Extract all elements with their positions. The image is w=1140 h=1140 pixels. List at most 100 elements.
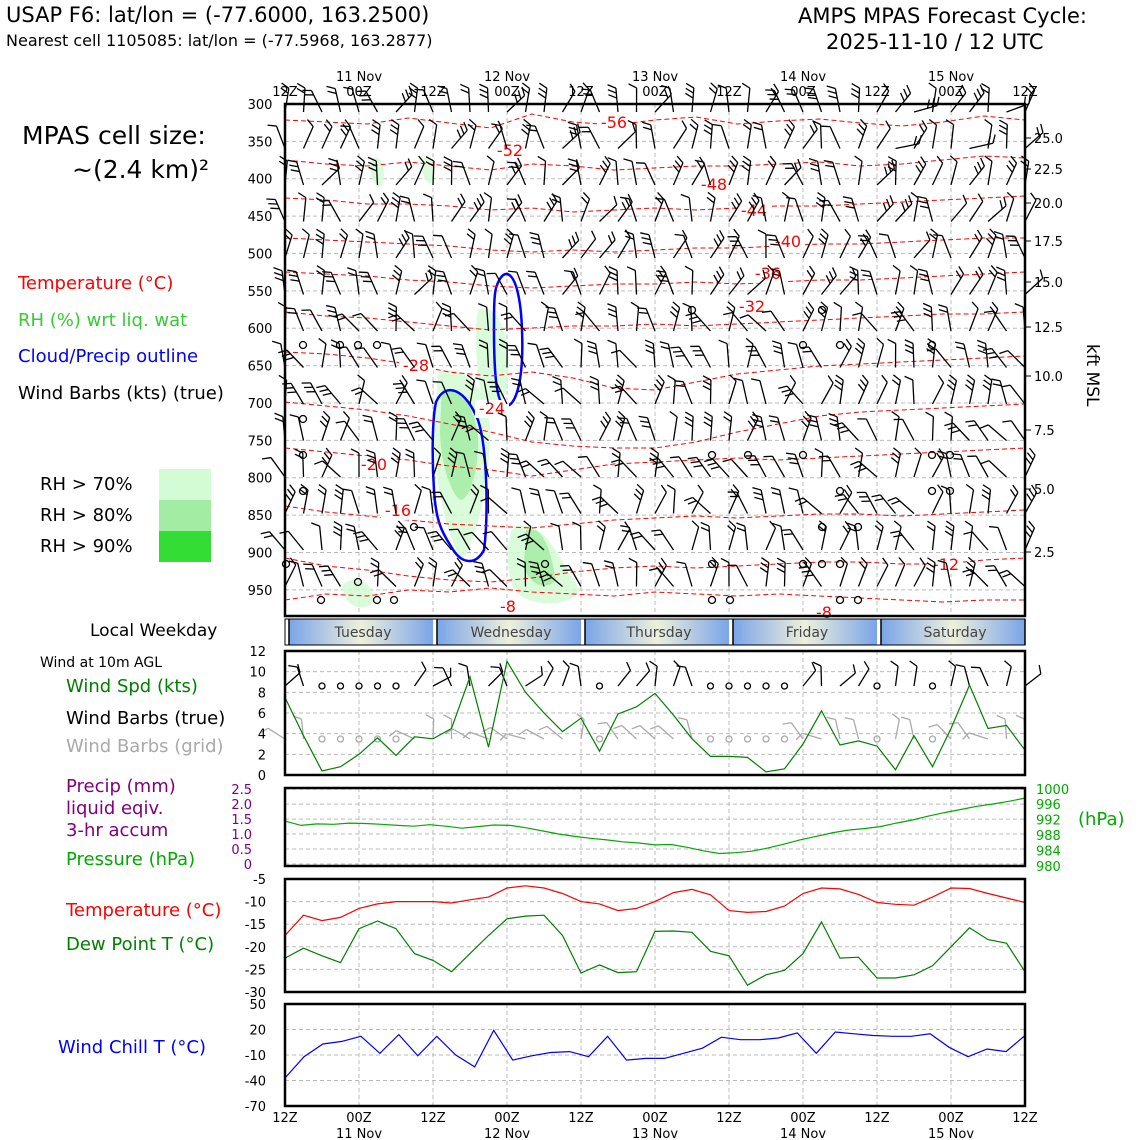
cross-section-wind-barb [362,414,372,418]
cross-section-wind-barb [392,274,400,282]
cross-section-wind-barb [860,237,867,247]
cross-section-wind-barb [521,463,531,468]
cross-section-wind-barb [809,124,815,134]
surface-calm-circle [318,682,326,690]
cross-section-wind-barb [815,416,823,441]
cross-section-wind-barb [676,384,686,387]
cross-section-wind-barb [891,452,900,459]
cross-section-wind-barb [899,92,905,102]
cross-section-wind-barb [567,158,577,163]
cross-section-wind-barb [879,494,897,514]
cross-section-wind-barb [672,127,688,149]
top-time-label: 12Z [1012,85,1038,100]
cross-section-wind-barb [370,562,379,569]
cross-section-wind-barb [491,123,501,127]
cross-section-wind-barb [638,311,649,314]
cross-section-wind-barb [987,205,1007,222]
cross-section-wind-barb [746,88,751,113]
cross-section-wind-barb [819,124,823,149]
cross-section-wind-barb [507,161,517,164]
cross-section-wind-barb [746,161,752,186]
top-time-label: 00Z [938,85,964,100]
cross-section-wind-barb [820,526,827,551]
cross-section-wind-barb [1005,492,1019,514]
cross-section-wind-barb [670,346,680,349]
cross-section-wind-barb [904,339,914,345]
cross-section-wind-barb [709,124,713,149]
cross-section-wind-barb [834,379,843,386]
cross-section-wind-barb [540,462,550,467]
cross-section-wind-barb [400,347,416,368]
surface-wind-barb-grid [834,719,841,740]
cross-section-wind-barb [828,95,838,99]
cross-section-wind-barb [723,411,733,418]
cross-section-wind-barb [807,566,823,587]
cross-section-wind-barb [432,562,438,587]
cycle-title: AMPS MPAS Forecast Cycle: [798,4,1087,28]
cross-section-wind-barb [897,301,905,309]
cross-section-wind-barb [602,160,609,169]
cross-section-wind-barb [795,344,804,368]
cross-section-wind-barb [433,538,443,542]
cross-section-wind-barb [530,236,540,241]
cross-section-wind-barb [551,198,561,204]
cross-section-wind-barb [534,271,545,295]
cross-section-wind-barb [572,521,581,527]
cross-section-wind-barb [684,563,693,587]
cross-section-wind-barb [1006,164,1013,173]
temperature-tick: -10 [245,896,266,911]
cross-section-wind-barb [861,374,869,383]
cross-section-wind-barb [667,374,676,381]
cross-section-wind-barb [471,531,489,551]
cross-section-wind-barb [608,313,617,318]
cross-section-wind-barb [498,338,508,345]
cross-section-wind-barb [412,452,416,478]
cross-section-wind-barb [674,233,684,237]
cross-section-wind-barb [451,129,468,149]
cross-section-wind-barb [1024,277,1044,295]
cross-section-wind-barb [912,343,915,368]
cross-section-wind-barb [980,460,990,465]
cross-section-wind-barb [339,525,343,551]
cross-section-wind-barb [909,265,918,272]
cross-section-wind-barb [927,520,936,527]
calm-wind-circle [298,414,308,424]
cross-section-wind-barb [670,456,680,459]
cross-section-wind-barb [645,349,655,355]
temperature-contour-label: -56 [601,113,627,132]
cross-section-wind-barb [539,573,549,579]
surface-wind-barb [413,669,427,687]
cross-section-wind-barb [324,275,334,278]
cross-section-wind-barb [321,489,327,514]
cross-section-wind-barb [704,458,714,463]
cross-section-wind-barb [558,526,564,551]
cross-section-wind-barb [771,491,781,496]
cross-section-wind-barb [663,199,675,222]
cross-section-wind-barb [712,458,730,478]
cross-section-wind-barb [432,453,442,478]
cross-section-wind-barb [321,415,329,423]
cross-section-wind-barb [654,492,667,514]
contour-label-bg [697,176,731,194]
surface-calm-circle-grid [743,735,752,743]
cross-section-wind-barb [771,272,781,277]
cross-section-wind-barb [284,493,292,502]
cross-section-wind-barb [487,197,493,222]
cross-section-wind-barb [398,238,405,247]
cross-section-wind-barb [816,196,825,204]
cross-section-wind-barb [549,197,555,206]
contour-label-bg [357,456,391,474]
panel-frame [283,877,1027,994]
surface-wind-barb [296,666,305,687]
cross-section-wind-barb [760,562,769,569]
cross-section-wind-barb [958,266,965,275]
cross-section-wind-barb [432,308,443,332]
cross-section-wind-barb [865,229,872,238]
cross-section-wind-barb [771,455,786,478]
top-time-label: 00Z [790,85,816,100]
cross-section-wind-barb [709,416,713,441]
cross-section-wind-barb [857,344,866,368]
cross-section-wind-barb [687,456,697,460]
cross-section-wind-barb [743,118,752,126]
top-time-label: 00Z [642,85,668,100]
